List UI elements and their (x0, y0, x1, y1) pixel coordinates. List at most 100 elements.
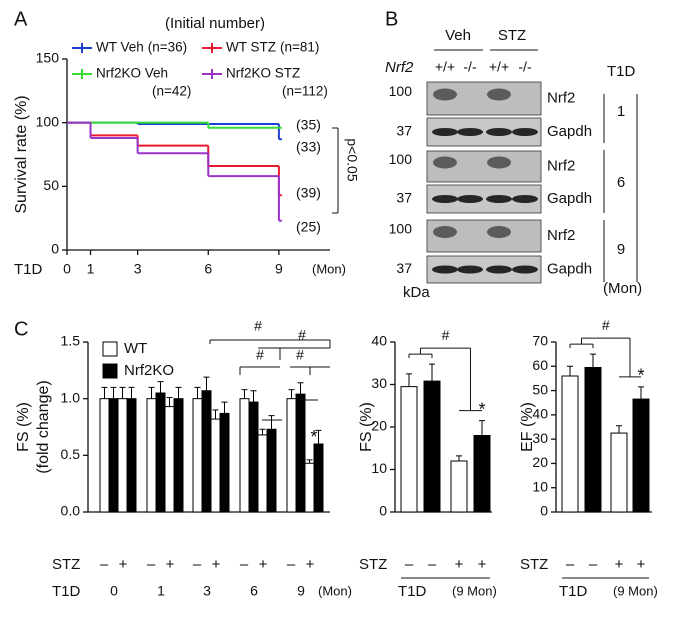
error-bar (194, 386, 201, 399)
y-tick-label: 30 (371, 375, 387, 391)
blot-header: STZ (498, 27, 526, 44)
genotype: -/- (463, 59, 477, 75)
bar (117, 398, 128, 513)
error-bar (479, 420, 485, 436)
error-bar (590, 353, 596, 368)
error-bar (567, 365, 573, 376)
annotation: # (256, 347, 264, 363)
marker-label: 37 (396, 190, 412, 206)
x-tick-label: 3 (203, 583, 211, 599)
legend-n: (n=42) (152, 84, 191, 99)
error-bar (212, 409, 219, 420)
row-label: STZ (520, 556, 548, 573)
bar (584, 367, 602, 513)
y-tick-label: 0.0 (61, 503, 81, 519)
blot-band (457, 128, 483, 136)
bar (99, 398, 110, 513)
marker-label: 100 (389, 151, 413, 167)
stz-label: – (100, 556, 109, 573)
end-label: (33) (296, 139, 321, 155)
x-tick-label: 0 (110, 583, 118, 599)
x-axis-label: T1D (14, 261, 43, 278)
genotype: -/- (518, 59, 532, 75)
error-bar (429, 363, 435, 382)
error-bar (221, 401, 228, 414)
legend-n: (n=36) (148, 40, 187, 55)
x-tick-label: 6 (204, 261, 212, 277)
stz-label: + (637, 556, 646, 573)
x-axis-unit: (9 Mon) (613, 583, 658, 598)
y-tick-label: 30 (532, 430, 548, 446)
legend-label: Nrf2KO STZ (226, 66, 300, 81)
stz-label: – (147, 556, 156, 573)
bar (108, 398, 119, 513)
x-tick-label: 0 (63, 261, 71, 277)
survival-curve (67, 121, 282, 222)
x-axis-label: T1D (398, 583, 427, 600)
gene-label: Nrf2 (385, 59, 414, 76)
error-bar (259, 428, 266, 435)
legend-label: Nrf2KO Veh (96, 66, 168, 81)
y-tick-label: 60 (532, 357, 548, 373)
end-label: (39) (296, 185, 321, 201)
legend-swatch (102, 341, 118, 357)
genotype: +/+ (489, 59, 509, 75)
error-bar (306, 459, 313, 464)
bar (239, 398, 250, 513)
legend-label: WT (124, 340, 147, 357)
blot-band (432, 195, 458, 203)
stz-label: – (287, 556, 296, 573)
y-tick-label: 0 (51, 241, 59, 257)
time-value: 1 (617, 103, 625, 120)
x-tick-label: 1 (157, 583, 165, 599)
x-tick-label: 1 (87, 261, 95, 277)
legend-label: WT Veh (96, 40, 144, 55)
y-tick-label: 0 (540, 503, 548, 519)
blot-band (487, 226, 511, 238)
stz-label: + (455, 556, 464, 573)
error-bar (268, 415, 275, 430)
x-tick-label: 6 (250, 583, 258, 599)
y-tick-label: 1.5 (61, 333, 81, 349)
panel-label: C (14, 318, 28, 340)
bar (155, 392, 166, 513)
row-label: STZ (359, 556, 387, 573)
stz-label: – (405, 556, 414, 573)
y-tick-label: 10 (371, 460, 387, 476)
end-label: (35) (296, 117, 321, 133)
bar (257, 434, 268, 513)
y-tick-label: 100 (36, 113, 60, 129)
bar (219, 412, 230, 513)
stz-label: + (212, 556, 221, 573)
band-label: Gapdh (547, 260, 592, 277)
legend-n: (n=112) (282, 84, 328, 99)
error-bar (101, 386, 108, 399)
error-bar (241, 389, 248, 399)
blot-band (486, 195, 512, 203)
bar (610, 432, 628, 513)
survival-curve (67, 121, 282, 197)
row-label: STZ (52, 556, 80, 573)
error-bar (315, 429, 322, 444)
marker-label: 37 (396, 123, 412, 139)
band-label: Nrf2 (547, 89, 575, 106)
band-label: Nrf2 (547, 227, 575, 244)
blot-band (487, 156, 511, 169)
bar (400, 386, 418, 513)
bar (304, 462, 315, 513)
bar (210, 418, 221, 513)
y-tick-label: 50 (532, 381, 548, 397)
y-axis-label: (fold change) (35, 380, 52, 473)
bar (313, 443, 324, 513)
bar (450, 460, 468, 513)
genotype: +/+ (435, 59, 455, 75)
y-tick-label: 0 (379, 503, 387, 519)
error-bar (175, 386, 182, 399)
stz-label: + (119, 556, 128, 573)
annotation: # (442, 327, 450, 343)
blot-band (457, 265, 483, 274)
stz-label: – (240, 556, 249, 573)
stz-label: + (259, 556, 268, 573)
annotation: # (298, 327, 306, 343)
